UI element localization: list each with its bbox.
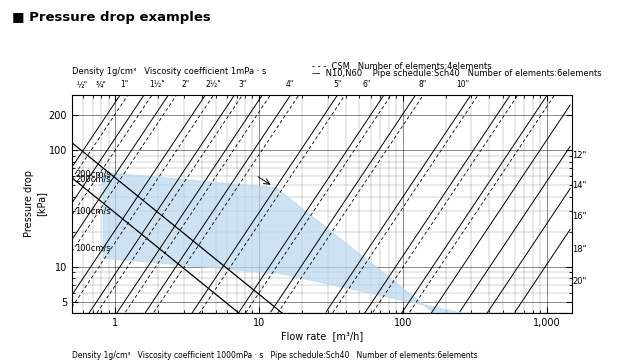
- Text: 4": 4": [286, 80, 294, 89]
- Text: Density 1g/cm³   Viscosity coefficient 1000mPa · s   Pipe schedule:Sch40   Numbe: Density 1g/cm³ Viscosity coefficient 100…: [72, 351, 478, 360]
- Text: 1": 1": [120, 80, 128, 89]
- Text: Density 1g/cm³   Viscosity coefficient 1mPa · s: Density 1g/cm³ Viscosity coefficient 1mP…: [72, 67, 266, 76]
- Text: 20": 20": [572, 277, 587, 286]
- Text: 100cm/s: 100cm/s: [76, 207, 111, 215]
- Text: 6": 6": [362, 80, 371, 89]
- Text: 100cm/s: 100cm/s: [76, 244, 111, 253]
- Text: 2": 2": [182, 80, 190, 89]
- Text: 10": 10": [456, 80, 469, 89]
- Text: - - -  CSM   Number of elements:4elements: - - - CSM Number of elements:4elements: [312, 62, 492, 71]
- Text: 5": 5": [333, 80, 341, 89]
- Text: 200cm/s: 200cm/s: [76, 175, 111, 183]
- Text: ¾": ¾": [96, 80, 107, 89]
- Y-axis label: Pressure drop
[kPa]: Pressure drop [kPa]: [24, 170, 46, 237]
- Text: 18": 18": [572, 245, 587, 254]
- Text: 1½": 1½": [149, 80, 165, 89]
- X-axis label: Flow rate  [m³/h]: Flow rate [m³/h]: [281, 331, 363, 341]
- Text: 2½": 2½": [205, 80, 221, 89]
- Text: 14": 14": [572, 181, 587, 190]
- Text: ½": ½": [77, 80, 88, 89]
- Text: 200cm/s: 200cm/s: [76, 170, 111, 179]
- Text: ■ Pressure drop examples: ■ Pressure drop examples: [12, 11, 211, 24]
- Text: 12": 12": [572, 151, 587, 160]
- Text: 16": 16": [572, 212, 587, 221]
- Text: 8": 8": [419, 80, 427, 89]
- Text: 3": 3": [239, 80, 247, 89]
- Text: —  N10,N60    Pipe schedule:Sch40   Number of elements:6elements: — N10,N60 Pipe schedule:Sch40 Number of …: [312, 69, 602, 78]
